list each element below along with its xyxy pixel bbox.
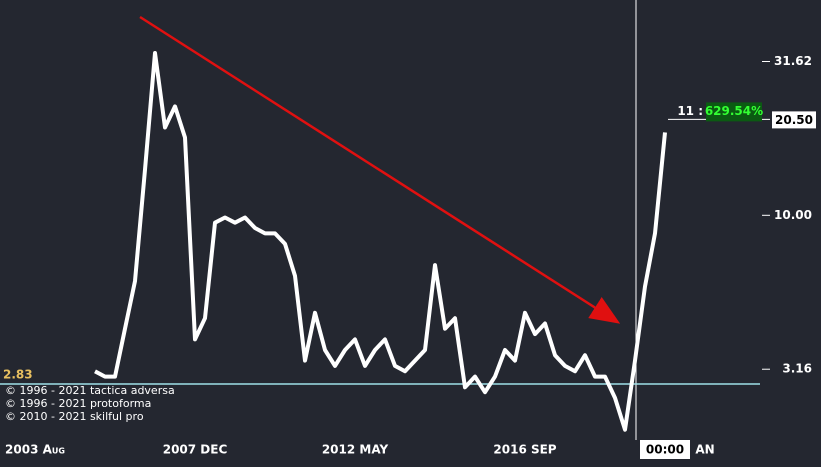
level-label: 2.83 xyxy=(3,367,33,381)
annotation-prefix: 11 : xyxy=(677,104,703,118)
last-price-label: 20.50 xyxy=(775,113,813,127)
copyright: © 1996 - 2021 tactica adversa xyxy=(5,384,175,397)
x-tick-label: 00:00 xyxy=(646,443,684,457)
y-tick-label: 3.16 xyxy=(782,362,812,376)
price-line xyxy=(94,51,667,432)
x-tick-label: 2007 DEC xyxy=(163,443,228,457)
annotation: 629.54% xyxy=(705,104,763,118)
y-tick-label: 31.62 xyxy=(774,54,812,68)
trend-arrow xyxy=(139,15,621,324)
last-price-box xyxy=(772,111,816,129)
copyright: © 2010 - 2021 skilful pro xyxy=(5,410,144,423)
copyright: © 1996 - 2021 protoforma xyxy=(5,397,151,410)
x-tick-label: 2012 MAY xyxy=(322,443,389,457)
x-tick-label: 2016 SEP xyxy=(493,443,556,457)
x-tick-label: 2003 Aug xyxy=(5,443,65,457)
crosshair-time-box xyxy=(640,440,690,459)
annotation-box xyxy=(706,102,762,122)
y-tick-label: 10.00 xyxy=(774,208,812,222)
x-tick-label: AN xyxy=(695,443,714,457)
